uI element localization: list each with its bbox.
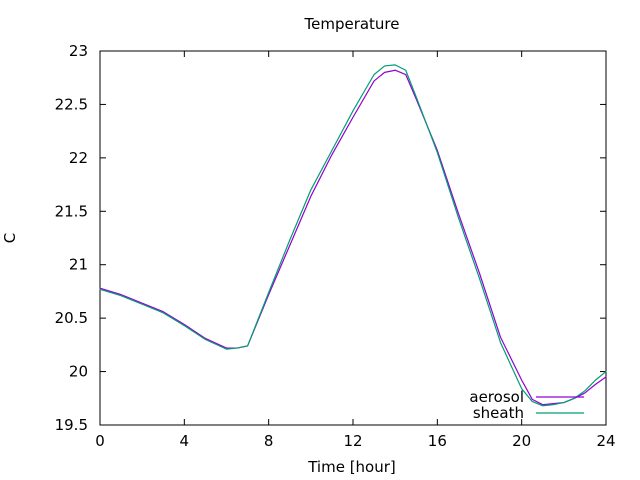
- legend-label-sheath: sheath: [473, 404, 524, 422]
- plot-frame: [99, 50, 607, 426]
- legend-label-aerosol: aerosol: [469, 388, 524, 406]
- series-lines: [99, 64, 607, 407]
- x-tick-label: 0: [95, 432, 105, 450]
- x-tick-label: 16: [428, 432, 447, 450]
- x-tick-label: 12: [343, 432, 362, 450]
- series-line-sheath: [99, 64, 607, 407]
- axis-ticks: 0 4 8 12 16 20 24 19.5 20 20.5 21 21.5 22 22.5 23: [55, 42, 616, 450]
- y-tick-label: 22.5: [55, 95, 88, 113]
- series-line-aerosol: [99, 69, 607, 406]
- chart-title: Temperature: [303, 15, 399, 33]
- x-tick-label: 24: [596, 432, 615, 450]
- y-tick-label: 20.5: [55, 309, 88, 327]
- y-tick-label: 21.5: [55, 202, 88, 220]
- y-tick-label: 23: [69, 42, 88, 60]
- y-tick-label: 20: [69, 363, 88, 381]
- y-tick-label: 21: [69, 256, 88, 274]
- x-tick-label: 8: [264, 432, 274, 450]
- y-tick-label: 19.5: [55, 416, 88, 434]
- x-tick-label: 4: [180, 432, 190, 450]
- x-axis-label: Time [hour]: [307, 458, 396, 476]
- y-tick-label: 22: [69, 149, 88, 167]
- x-tick-label: 20: [512, 432, 531, 450]
- y-axis-label: C: [1, 233, 19, 243]
